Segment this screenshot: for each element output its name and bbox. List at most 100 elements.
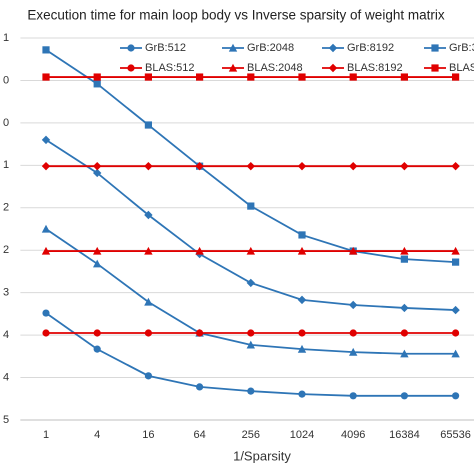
legend-marker [127,44,135,52]
point [452,392,460,400]
legend-item: GrB:8192 [322,42,394,54]
legend-label: GrB:32 [449,42,474,54]
legend-item: GrB:512 [120,42,186,54]
point [247,73,255,81]
legend-item: BLAS:2048 [222,62,303,74]
point [144,372,152,380]
legend-label: BLAS:512 [145,62,195,74]
point [349,329,357,337]
legend-item: BLAS:8192 [322,62,403,74]
point [349,392,357,400]
y-tick-label: 4 [3,371,9,383]
point [400,161,409,171]
point [451,305,460,315]
point [93,168,102,178]
point [349,73,357,81]
point [400,246,409,255]
x-tick-label: 64 [193,429,205,441]
point [93,345,101,353]
point [298,73,306,81]
point [298,329,306,337]
legend-item: GrB:32 [424,42,474,54]
point [93,329,101,337]
point [451,161,460,171]
legend-marker [127,64,135,72]
x-tick-label: 256 [242,429,260,441]
x-tick-label: 65536 [440,429,471,441]
legend-marker [228,43,238,52]
point [144,73,152,81]
legend-marker [328,63,338,73]
point [93,80,101,88]
legend-marker [328,43,338,53]
point [349,161,358,171]
point [452,258,460,266]
legend-label: BLAS:8192 [347,62,403,74]
point [42,309,50,317]
point [93,246,102,255]
point [451,349,460,358]
legend-label: GrB:8192 [347,42,394,54]
point [297,344,307,353]
legend-label: BLAS:2048 [247,62,303,74]
legend-label: GrB:512 [145,42,186,54]
series-line [45,49,456,264]
point [297,161,307,171]
point [400,73,408,81]
y-tick-label: 2 [3,202,9,214]
point [349,300,358,310]
x-tick-label: 4 [94,429,100,441]
legend-marker [228,63,238,72]
point [41,224,51,233]
point [400,303,409,313]
legend-item: BLAS:512 [120,62,195,74]
point [41,161,51,171]
point [297,295,307,305]
x-tick-label: 4096 [341,429,365,441]
x-tick-label: 16384 [389,429,420,441]
y-tick-label: 1 [3,159,9,171]
point [400,349,409,358]
point [298,390,306,398]
legend-label: GrB:2048 [247,42,294,54]
point [247,329,255,337]
point [41,135,51,145]
legend-item: GrB:2048 [222,42,294,54]
x-tick-label: 1024 [290,429,314,441]
point [196,73,204,81]
point [195,246,204,255]
point [349,347,358,356]
point [298,231,306,239]
point [144,210,153,220]
point [93,73,101,81]
chart-title: Execution time for main loop body vs Inv… [27,8,444,23]
y-tick-label: 3 [3,287,9,299]
point [247,202,255,210]
x-axis-label: 1/Sparsity [233,448,291,463]
point [196,383,204,391]
point [93,161,102,171]
point [297,246,307,255]
point [42,46,50,54]
legend-marker [431,64,439,72]
point [144,297,153,306]
point [400,255,408,263]
series-line [45,312,456,397]
y-tick-label: 0 [3,117,9,129]
point [247,387,255,395]
y-tick-label: 0 [3,74,9,86]
point [144,329,152,337]
point [246,340,255,349]
point [144,121,152,129]
point [196,329,204,337]
point [246,278,255,288]
point [400,329,408,337]
legend-label: BLAS:3 [449,62,474,74]
legend-item: BLAS:3 [424,62,474,74]
point [42,329,50,337]
x-tick-label: 1 [43,429,49,441]
point [144,161,153,171]
point [246,161,255,171]
y-tick-label: 4 [3,329,9,341]
